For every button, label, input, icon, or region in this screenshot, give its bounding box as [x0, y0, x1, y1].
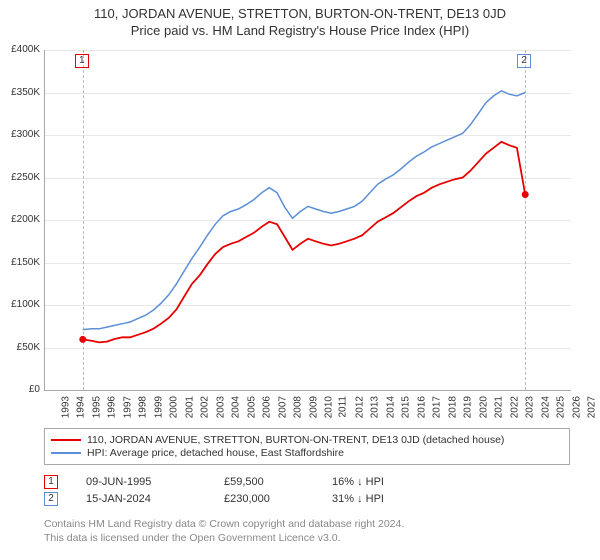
x-tick-label: 2018	[447, 396, 458, 418]
x-tick-label: 1998	[138, 396, 149, 418]
x-tick-label: 2023	[524, 396, 535, 418]
series-line	[83, 91, 526, 330]
x-tick-label: 1993	[60, 396, 71, 418]
series-point	[522, 191, 529, 198]
footer-price: £59,500	[224, 476, 304, 488]
y-tick-label: £0	[0, 384, 40, 395]
chart-title: 110, JORDAN AVENUE, STRETTON, BURTON-ON-…	[0, 0, 600, 21]
x-tick-label: 2026	[571, 396, 582, 418]
x-tick-label: 2025	[555, 396, 566, 418]
legend-label: HPI: Average price, detached house, East…	[87, 447, 344, 459]
x-tick-label: 2017	[432, 396, 443, 418]
x-tick-label: 2020	[478, 396, 489, 418]
y-tick-label: £150K	[0, 257, 40, 268]
legend-swatch	[51, 452, 81, 454]
y-tick-label: £300K	[0, 129, 40, 140]
series-point	[79, 336, 86, 343]
attrib-line: This data is licensed under the Open Gov…	[44, 532, 570, 546]
marker-box: 1	[75, 54, 89, 68]
x-tick-label: 2006	[261, 396, 272, 418]
y-tick-label: £400K	[0, 44, 40, 55]
legend: 110, JORDAN AVENUE, STRETTON, BURTON-ON-…	[44, 428, 570, 465]
x-tick-label: 2012	[354, 396, 365, 418]
x-tick-label: 2009	[308, 396, 319, 418]
y-tick-label: £200K	[0, 214, 40, 225]
x-tick-label: 1996	[107, 396, 118, 418]
plot-area	[44, 50, 571, 391]
x-tick-label: 2001	[184, 396, 195, 418]
legend-item: HPI: Average price, detached house, East…	[51, 447, 563, 459]
x-tick-label: 1997	[122, 396, 133, 418]
x-tick-label: 2008	[292, 396, 303, 418]
legend-item: 110, JORDAN AVENUE, STRETTON, BURTON-ON-…	[51, 434, 563, 446]
y-tick-label: £250K	[0, 172, 40, 183]
footer-table: 1 09-JUN-1995 £59,500 16% ↓ HPI 2 15-JAN-2024…	[44, 472, 570, 509]
legend-swatch	[51, 439, 81, 441]
footer-pct: 16% ↓ HPI	[332, 476, 384, 488]
footer-marker: 1	[44, 475, 58, 489]
x-tick-label: 1995	[91, 396, 102, 418]
footer-row: 1 09-JUN-1995 £59,500 16% ↓ HPI	[44, 475, 570, 489]
x-tick-label: 1999	[153, 396, 164, 418]
footer-pct: 31% ↓ HPI	[332, 493, 384, 505]
x-tick-label: 2022	[509, 396, 520, 418]
attribution: Contains HM Land Registry data © Crown c…	[44, 518, 570, 545]
chart-subtitle: Price paid vs. HM Land Registry's House …	[0, 21, 600, 42]
x-tick-label: 2019	[462, 396, 473, 418]
x-tick-label: 2014	[385, 396, 396, 418]
footer-price: £230,000	[224, 493, 304, 505]
x-tick-label: 2000	[169, 396, 180, 418]
chart-svg	[45, 50, 571, 390]
x-tick-label: 2016	[416, 396, 427, 418]
x-tick-label: 2027	[586, 396, 597, 418]
marker-box: 2	[517, 54, 531, 68]
attrib-line: Contains HM Land Registry data © Crown c…	[44, 518, 570, 532]
footer-date: 15-JAN-2024	[86, 493, 196, 505]
x-tick-label: 1994	[76, 396, 87, 418]
x-tick-label: 2013	[370, 396, 381, 418]
footer-date: 09-JUN-1995	[86, 476, 196, 488]
y-tick-label: £100K	[0, 299, 40, 310]
x-tick-label: 2021	[493, 396, 504, 418]
x-tick-label: 2002	[199, 396, 210, 418]
footer-row: 2 15-JAN-2024 £230,000 31% ↓ HPI	[44, 492, 570, 506]
x-tick-label: 2015	[401, 396, 412, 418]
footer-marker: 2	[44, 492, 58, 506]
y-tick-label: £350K	[0, 87, 40, 98]
y-tick-label: £50K	[0, 342, 40, 353]
legend-label: 110, JORDAN AVENUE, STRETTON, BURTON-ON-…	[87, 434, 504, 446]
x-tick-label: 2024	[540, 396, 551, 418]
x-tick-label: 2011	[338, 396, 349, 418]
x-tick-label: 2010	[323, 396, 334, 418]
x-tick-label: 2007	[277, 396, 288, 418]
x-tick-label: 2003	[215, 396, 226, 418]
x-tick-label: 2004	[230, 396, 241, 418]
x-tick-label: 2005	[246, 396, 257, 418]
